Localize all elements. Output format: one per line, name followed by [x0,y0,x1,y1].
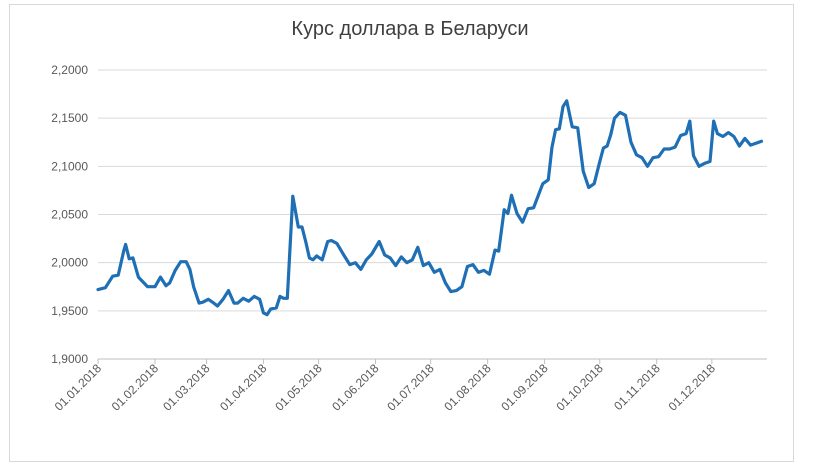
x-axis-labels: 01.01.2018 01.02.2018 01.03.2018 01.04.2018… [52,361,718,414]
series-line [96,99,764,317]
chart-frame [9,4,794,462]
x-tick-label: 01.07.2018 [384,361,437,414]
x-tick-label: 01.12.2018 [666,361,719,414]
y-tick-label: 1,9000 [51,352,88,366]
chart-title: Курс доллара в Беларуси [291,18,529,40]
x-tick-label: 01.10.2018 [554,361,607,414]
y-tick-label: 2,2000 [51,63,88,77]
gridlines [97,69,767,364]
x-tick-label: 01.09.2018 [498,361,551,414]
plot-area [96,99,764,317]
y-tick-label: 2,1000 [51,159,88,173]
y-tick-label: 2,0500 [51,208,88,222]
x-tick-label: 01.04.2018 [217,361,270,414]
x-tick-label: 01.02.2018 [109,361,162,414]
y-axis-labels: 1,9000 1,9500 2,0000 2,0500 2,1000 2,1500 2,20… [51,63,88,366]
y-tick-label: 2,0000 [51,256,88,270]
x-tick-label: 01.01.2018 [52,361,105,414]
x-tick-label: 01.06.2018 [329,361,382,414]
y-tick-label: 2,1500 [51,111,88,125]
x-tick-label: 01.11.2018 [611,361,663,413]
x-tick-label: 01.05.2018 [272,361,325,414]
x-tick-label: 01.03.2018 [160,361,213,414]
x-tick-label: 01.08.2018 [441,361,494,414]
y-tick-label: 1,9500 [51,304,88,318]
